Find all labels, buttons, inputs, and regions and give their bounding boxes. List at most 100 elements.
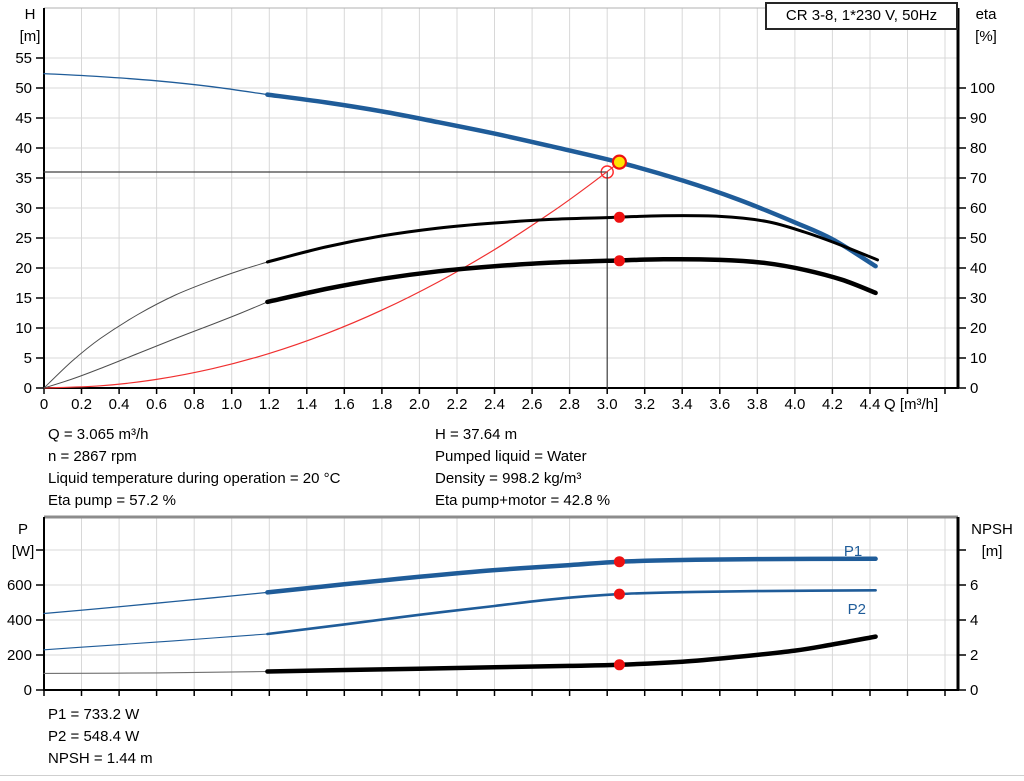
eta-pump-point	[613, 211, 625, 223]
eta-axis-symbol: eta	[975, 6, 997, 23]
eta-pump-readout: Eta pump = 57.2 %	[48, 492, 176, 509]
eta-axis-unit: [%]	[975, 28, 997, 45]
left-tick-label: 600	[7, 577, 32, 594]
x-tick-label: 2.6	[522, 396, 543, 413]
eta-axis-title: eta [%]	[960, 4, 1012, 48]
left-tick-label: 45	[15, 110, 32, 127]
x-axis-unit-label: Q [m³/h]	[884, 396, 938, 413]
p2-point	[613, 588, 625, 600]
npsh-point	[613, 659, 625, 671]
duty-info-left: Q = 3.065 m³/h n = 2867 rpm Liquid tempe…	[48, 424, 340, 512]
npsh-readout: NPSH = 1.44 m	[48, 750, 153, 767]
npsh-axis-symbol: NPSH	[971, 521, 1013, 538]
right-tick-label: 40	[970, 260, 987, 277]
p2-readout: P2 = 548.4 W	[48, 728, 140, 745]
x-tick-label: 1.4	[296, 396, 317, 413]
power-axis-symbol: P	[17, 521, 28, 538]
pump-model-label: CR 3-8, 1*230 V, 50Hz	[765, 2, 958, 30]
power-npsh-chart-group: 0 200 400 600 0 2 4 6 P1 P2	[7, 515, 978, 699]
right-tick-label: 50	[970, 230, 987, 247]
npsh-axis-title: NPSH [m]	[962, 519, 1022, 563]
head-curve-thin	[43, 72, 269, 96]
eta-pump-motor-point	[613, 255, 625, 267]
right-tick-label: 90	[970, 110, 987, 127]
head-efficiency-chart-group: 0 0.2 0.4 0.6 0.8 1.0 1.2 1.4 1.6 1.8 2.0 2.2 2.4 2.6…	[15, 7, 995, 413]
right-tick-label: 60	[970, 200, 987, 217]
operating-point[interactable]	[611, 154, 628, 170]
duty-flow-readout: Q = 3.065 m³/h	[48, 426, 149, 443]
x-tick-label: 2.0	[409, 396, 430, 413]
bottom-separator	[0, 775, 1024, 776]
x-tick-label: 2.2	[447, 396, 468, 413]
npsh-curve	[265, 634, 878, 674]
left-tick-label: 25	[15, 230, 32, 247]
x-tick-label: 3.8	[747, 396, 768, 413]
x-tick-label: 0.8	[184, 396, 205, 413]
p2-curve-label: P2	[848, 601, 866, 618]
right-tick-label: 30	[970, 290, 987, 307]
right-tick-label: 20	[970, 320, 987, 337]
right-tick-label: 80	[970, 140, 987, 157]
pumped-liquid-readout: Pumped liquid = Water	[435, 448, 587, 465]
x-tick-label: 0.4	[109, 396, 130, 413]
x-tick-label: 0.2	[71, 396, 92, 413]
x-tick-label: 3.6	[709, 396, 730, 413]
left-tick-label: 400	[7, 612, 32, 629]
right-tick-label: 0	[970, 682, 978, 699]
right-tick-label: 10	[970, 350, 987, 367]
left-tick-label: 0	[24, 380, 32, 397]
p1-curve	[265, 556, 878, 595]
p2-curve	[266, 589, 877, 636]
x-tick-label: 3.0	[597, 396, 618, 413]
system-curve	[43, 161, 620, 389]
eta-pump-motor-curve	[265, 256, 878, 305]
eta-pump-motor-readout: Eta pump+motor = 42.8 %	[435, 492, 611, 509]
left-tick-label: 10	[15, 320, 32, 337]
head-curve	[265, 92, 878, 269]
x-tick-label: 4.0	[784, 396, 805, 413]
eta-pump-curve-thin	[43, 261, 268, 389]
p1-curve-thin	[43, 591, 269, 615]
x-tick-label: 4.4	[860, 396, 881, 413]
right-tick-label: 6	[970, 577, 978, 594]
head-axis-unit: [m]	[19, 28, 41, 45]
x-tick-label: 0.6	[146, 396, 167, 413]
x-tick-label: 0	[40, 396, 48, 413]
head-readout: H = 37.64 m	[435, 426, 518, 443]
npsh-axis-unit: [m]	[981, 543, 1003, 560]
eta-pump-curve	[265, 214, 879, 264]
left-tick-label: 50	[15, 80, 32, 97]
npsh-curve-thin	[43, 670, 268, 674]
head-axis-title: H [m]	[8, 4, 52, 48]
liquid-temp-readout: Liquid temperature during operation = 20…	[48, 470, 341, 487]
right-tick-label: 2	[970, 647, 978, 664]
density-readout: Density = 998.2 kg/m³	[435, 470, 582, 487]
x-tick-label: 2.8	[559, 396, 580, 413]
power-axis-unit: [W]	[11, 543, 35, 560]
x-tick-label: 1.6	[334, 396, 355, 413]
p1-curve-label: P1	[844, 543, 862, 560]
right-tick-label: 0	[970, 380, 978, 397]
x-tick-label: 4.2	[822, 396, 843, 413]
x-tick-label: 3.2	[634, 396, 655, 413]
speed-readout: n = 2867 rpm	[48, 448, 137, 465]
right-tick-label: 70	[970, 170, 987, 187]
x-tick-label: 3.4	[672, 396, 693, 413]
left-tick-label: 40	[15, 140, 32, 157]
left-tick-label: 0	[24, 682, 32, 699]
x-tick-label: 1.0	[221, 396, 242, 413]
x-tick-label: 1.8	[371, 396, 392, 413]
left-tick-label: 35	[15, 170, 32, 187]
left-tick-label: 5	[24, 350, 32, 367]
x-tick-label: 1.2	[259, 396, 280, 413]
right-tick-label: 4	[970, 612, 978, 629]
left-tick-label: 30	[15, 200, 32, 217]
power-axis-title: P [W]	[2, 519, 44, 563]
left-tick-label: 20	[15, 260, 32, 277]
duty-info-right: H = 37.64 m Pumped liquid = Water Densit…	[435, 424, 610, 512]
left-tick-label: 55	[15, 50, 32, 67]
p1-readout: P1 = 733.2 W	[48, 706, 140, 723]
right-tick-label: 100	[970, 80, 995, 97]
